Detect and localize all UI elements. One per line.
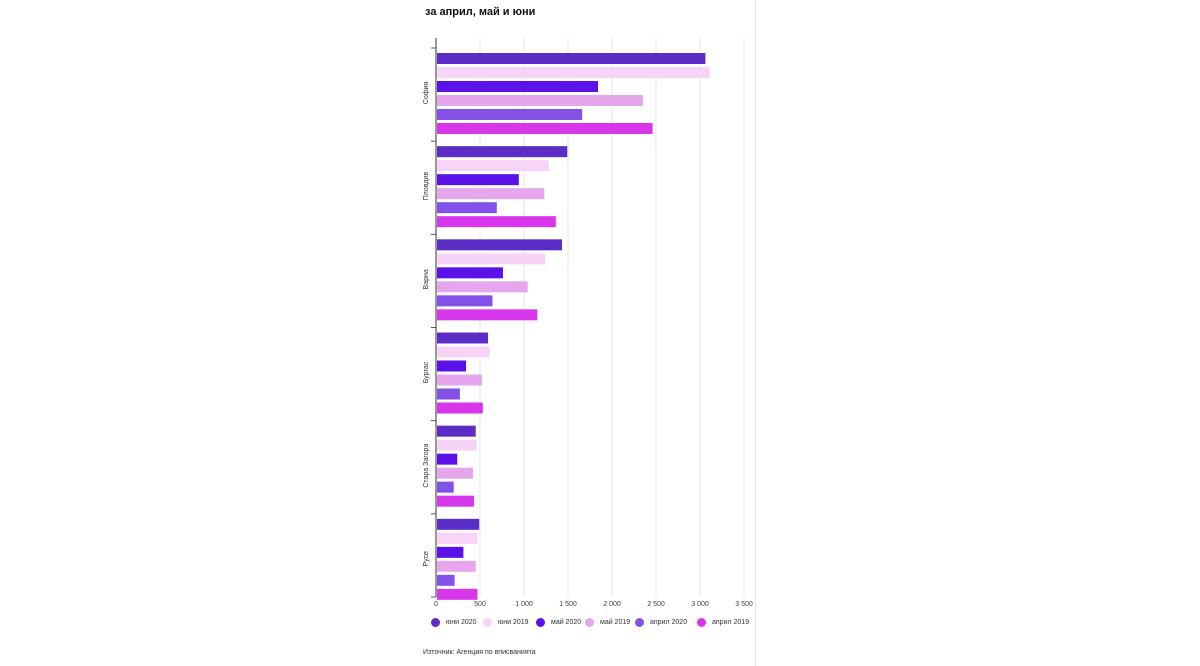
legend-item: юни 2020	[431, 618, 477, 627]
category-label: Варна	[423, 269, 430, 289]
bar	[437, 588, 478, 600]
legend-item: април 2019	[697, 618, 749, 627]
bar	[437, 188, 545, 200]
bar	[437, 546, 464, 558]
category-label: Русе	[423, 551, 430, 567]
bar	[437, 425, 476, 437]
bar	[437, 439, 477, 451]
category-label: Бургас	[423, 361, 430, 383]
bars	[437, 53, 710, 600]
bar	[437, 402, 483, 414]
x-tick-label: 1 500	[559, 601, 577, 608]
x-tick-label: 0	[434, 601, 438, 608]
bar	[437, 67, 710, 78]
bar	[437, 574, 455, 586]
legend-label: май 2020	[551, 619, 582, 626]
bar	[437, 281, 528, 293]
bar	[437, 123, 653, 134]
legend-label: юни 2020	[446, 619, 477, 626]
axes: 0 500 1 000 1 500 2 000 2 500 3 000 3 500 София П…	[423, 38, 753, 608]
x-tick-label: 500	[474, 601, 486, 608]
bar	[437, 560, 476, 572]
bar	[437, 295, 493, 307]
x-tick-label: 3 500	[735, 601, 753, 608]
bar	[437, 453, 458, 465]
bar	[437, 53, 706, 64]
legend-label: април 2019	[712, 619, 750, 626]
category-label: Пловдив	[423, 172, 430, 201]
x-tick-label: 1 000	[515, 601, 533, 608]
category-label: София	[423, 82, 430, 105]
bar	[437, 174, 519, 186]
bar	[437, 388, 460, 400]
legend-swatch	[536, 618, 545, 627]
legend-item: юни 2019	[483, 618, 529, 627]
legend-label: април 2020	[650, 619, 688, 626]
x-tick-label: 2 500	[647, 601, 665, 608]
bar	[437, 309, 538, 321]
legend-item: май 2020	[536, 618, 581, 627]
bar	[437, 495, 474, 507]
bar	[437, 146, 568, 158]
legend-label: май 2019	[600, 619, 631, 626]
bar	[437, 109, 583, 120]
bar	[437, 267, 503, 279]
bar	[437, 481, 454, 493]
legend-swatch	[483, 618, 492, 627]
bar	[437, 467, 474, 479]
bar	[437, 239, 562, 251]
bar	[437, 202, 497, 214]
bar	[437, 518, 480, 530]
bar	[437, 160, 549, 172]
bar	[437, 360, 467, 372]
legend-item: април 2020	[635, 618, 687, 627]
bar-chart: 0 500 1 000 1 500 2 000 2 500 3 000 3 500 София П…	[423, 38, 753, 608]
bar	[437, 346, 490, 358]
bar	[437, 374, 482, 386]
legend-swatch	[585, 618, 594, 627]
bar	[437, 532, 478, 544]
chart-title: за април, май и юни	[425, 6, 536, 18]
x-tick-label: 3 000	[691, 601, 709, 608]
chart-card: за април, май и юни 0 500 1 000 1 500 2 000 2…	[419, 0, 756, 666]
x-tick-label: 2 000	[603, 601, 621, 608]
legend-swatch	[697, 618, 706, 627]
legend-swatch	[635, 618, 644, 627]
legend-swatch	[431, 618, 440, 627]
legend: юни 2020 юни 2019 май 2020 май 2019 април 20…	[431, 618, 761, 634]
bar	[437, 216, 556, 228]
source-note: Източник: Агенция по вписванията	[423, 649, 536, 656]
bar	[437, 332, 489, 344]
bar	[437, 253, 546, 265]
category-label: Стара Загора	[423, 444, 430, 488]
legend-item: май 2019	[585, 618, 630, 627]
bar	[437, 81, 599, 92]
legend-label: юни 2019	[498, 619, 529, 626]
bar	[437, 95, 643, 106]
